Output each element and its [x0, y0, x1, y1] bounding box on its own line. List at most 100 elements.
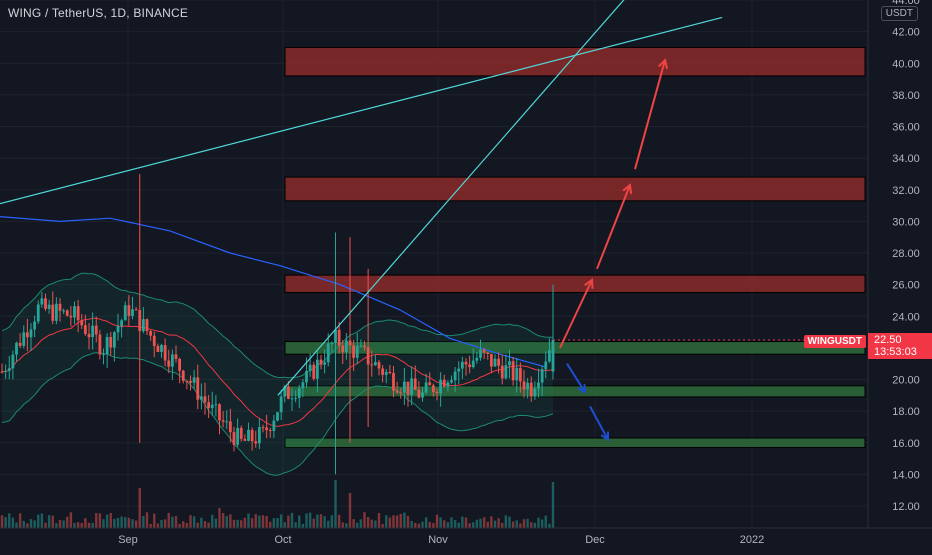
- arrow-head: [600, 431, 610, 442]
- candle-body: [544, 361, 548, 370]
- volume-bar: [145, 512, 149, 528]
- candle-body: [268, 430, 272, 432]
- volume-bar: [37, 514, 40, 528]
- volume-bar: [287, 515, 290, 528]
- volume-bar: [29, 519, 33, 528]
- volume-bar: [548, 523, 551, 528]
- candle-body: [522, 381, 526, 390]
- volume-bar: [279, 514, 283, 528]
- candle-body: [76, 306, 80, 321]
- volume-bar: [211, 514, 214, 528]
- volume-bar: [305, 513, 308, 528]
- volume-bar: [250, 518, 254, 528]
- candle-body: [489, 354, 493, 367]
- price-tick-label: 42.00: [892, 27, 920, 39]
- candle-body: [80, 320, 84, 326]
- volume-bar: [551, 482, 555, 528]
- volume-bar: [87, 522, 91, 528]
- candle-body: [141, 319, 145, 332]
- candle-body: [170, 354, 174, 367]
- volume-bar: [530, 522, 533, 528]
- volume-bar: [403, 512, 406, 528]
- candle-body: [424, 382, 428, 393]
- symbol-title: WING / TetherUS, 1D, BINANCE: [8, 6, 189, 20]
- volume-bar: [258, 515, 261, 528]
- candle-body: [370, 364, 374, 366]
- volume-bar: [15, 522, 18, 528]
- volume-bar: [537, 517, 540, 528]
- candle-body: [355, 346, 359, 358]
- candle-body: [152, 335, 156, 346]
- volume-bar: [301, 523, 305, 528]
- candle-body: [174, 354, 178, 359]
- volume-bar: [44, 522, 47, 528]
- candle-body: [276, 412, 279, 421]
- volume-bar: [58, 520, 62, 528]
- candle-body: [464, 361, 468, 365]
- volume-bar: [142, 515, 145, 528]
- volume-bar: [399, 513, 402, 528]
- candle-body: [239, 427, 243, 439]
- candle-body: [392, 372, 395, 391]
- volume-bar: [468, 523, 471, 528]
- volume-bar: [4, 517, 7, 528]
- candle-body: [337, 329, 341, 346]
- volume-bar: [526, 518, 529, 528]
- volume-bar: [381, 523, 384, 528]
- candle-body: [511, 361, 515, 381]
- bar-countdown: 13:53:03: [874, 346, 917, 358]
- volume-bar: [62, 520, 65, 528]
- volume-bar: [236, 519, 239, 528]
- candle-body: [482, 349, 486, 353]
- candle-body: [91, 325, 95, 338]
- candle-body: [73, 306, 76, 318]
- volume-bar: [196, 522, 199, 528]
- volume-bar: [272, 518, 276, 528]
- price-tick-label: 32.00: [892, 185, 920, 197]
- volume-bar: [417, 523, 421, 528]
- candle-body: [254, 441, 258, 444]
- candle-body: [450, 380, 453, 383]
- candle-body: [312, 364, 316, 379]
- price-tick-label: 40.00: [892, 58, 920, 70]
- candle-body: [319, 359, 323, 365]
- volume-bar: [153, 513, 156, 528]
- price-tick-label: 34.00: [892, 153, 920, 165]
- volume-bar: [540, 519, 544, 528]
- candle-body: [116, 326, 120, 333]
- candle-body: [160, 345, 163, 352]
- candle-body: [388, 372, 392, 374]
- projection-arrow-up: [559, 279, 593, 349]
- volume-bar: [435, 514, 439, 528]
- volume-bar: [80, 522, 83, 528]
- candle-body: [486, 352, 490, 355]
- volume-bar: [406, 515, 410, 528]
- candle-body: [127, 305, 131, 316]
- candle-body: [36, 304, 40, 322]
- candle-body: [526, 382, 530, 390]
- volume-bar: [102, 519, 105, 528]
- volume-bar: [109, 512, 112, 528]
- volume-bar: [265, 515, 268, 528]
- candle-body: [457, 368, 461, 372]
- currency-badge[interactable]: USDT: [880, 6, 918, 21]
- bollinger-upper: [1, 272, 553, 379]
- candle-body: [69, 315, 73, 318]
- support-zone: [284, 341, 866, 355]
- candle-body: [131, 309, 134, 316]
- volume-bar: [192, 516, 196, 528]
- volume-bar: [472, 522, 475, 528]
- volume-bar: [11, 517, 15, 528]
- candle-body: [167, 360, 171, 367]
- candle-body: [44, 298, 47, 309]
- candle-body: [112, 332, 116, 348]
- volume-bar: [490, 516, 493, 528]
- price-tick-label: 18.00: [892, 406, 920, 418]
- time-tick-label: 2022: [740, 534, 764, 546]
- candle-body: [218, 404, 221, 421]
- candle-body: [83, 325, 87, 334]
- volume-bar: [544, 515, 547, 528]
- volume-bar: [395, 515, 399, 528]
